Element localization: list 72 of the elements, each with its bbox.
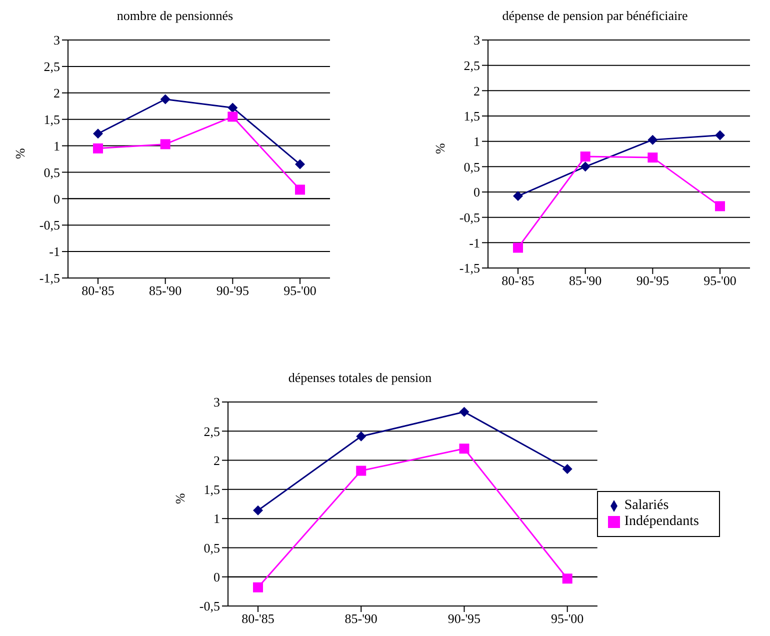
y-tick-label: -1,5 [39,270,60,286]
y-tick-label: -0,5 [199,598,220,614]
point [562,574,572,584]
point [253,582,263,592]
point [459,406,470,417]
point [160,139,170,150]
x-tick-label: 85-'90 [148,283,182,298]
point [715,201,725,212]
point [580,152,590,162]
y-tick-label: -0,5 [39,218,60,233]
y-tick-label: -1 [49,244,60,260]
y-tick-label: 0 [214,569,220,584]
y-tick-label: 1 [214,511,220,526]
x-tick-label: 80-'85 [242,611,274,626]
chart-title: nombre de pensionnés [116,8,234,25]
x-tick-label: 85-'90 [568,273,602,288]
x-tick-label: 95-'00 [551,611,584,626]
point [356,431,366,442]
y-tick-label: 1,5 [464,108,480,124]
x-tick-label: 90-'95 [636,273,670,288]
legend-label: Salariés [624,498,669,513]
x-tick-label: 90-'95 [216,283,250,298]
point [562,464,572,474]
y-axis-title: % [12,148,28,159]
y-tick-label: 0,5 [44,164,60,180]
point [295,184,305,195]
y-tick-label: 1,5 [44,112,60,127]
y-tick-label: 2,5 [44,59,60,74]
y-tick-label: -1,5 [459,260,480,276]
y-tick-label: 2,5 [464,58,480,73]
y-axis-title: % [172,493,188,504]
point [253,505,263,516]
point [648,134,658,145]
y-tick-label: 0 [54,191,60,206]
y-tick-label: 0,5 [204,540,220,556]
y-tick-label: 2 [214,452,220,468]
x-tick-label: 95-'00 [704,273,736,288]
y-tick-label: -0,5 [459,210,480,225]
y-tick-label: 0 [474,184,480,200]
y-tick-label: 1 [474,134,480,149]
point [648,152,658,163]
point [93,128,103,139]
point [295,159,305,170]
y-tick-label: 1 [54,138,60,154]
x-tick-label: 90-'95 [448,611,481,626]
legend-label: Indépendants [624,514,699,529]
x-tick-label: 80-'85 [82,283,114,298]
point [93,143,103,154]
point [715,130,725,140]
x-tick-label: 95-'00 [284,283,316,298]
point [356,466,366,476]
y-tick-label: 3 [214,394,220,410]
chart-title: dépense de pension par bénéficiaire [501,8,689,25]
y-tick-label: 2 [474,83,480,98]
y-tick-label: 3 [474,32,480,48]
y-tick-label: 2 [54,86,60,101]
point [160,94,170,104]
point [513,242,523,253]
y-tick-label: 3 [54,32,60,48]
y-axis-title: % [432,143,448,154]
point [228,112,238,122]
y-tick-label: 2,5 [204,424,220,439]
point [228,102,238,113]
x-tick-label: 85-'90 [344,611,378,626]
point [513,191,523,202]
y-tick-label: 1,5 [204,482,220,498]
y-tick-label: 0,5 [464,159,480,174]
point [580,162,590,172]
y-tick-label: -1 [469,235,480,250]
chart-title: dépenses totales de pension [287,370,433,387]
x-tick-label: 80-'85 [502,273,534,288]
point [459,444,470,454]
